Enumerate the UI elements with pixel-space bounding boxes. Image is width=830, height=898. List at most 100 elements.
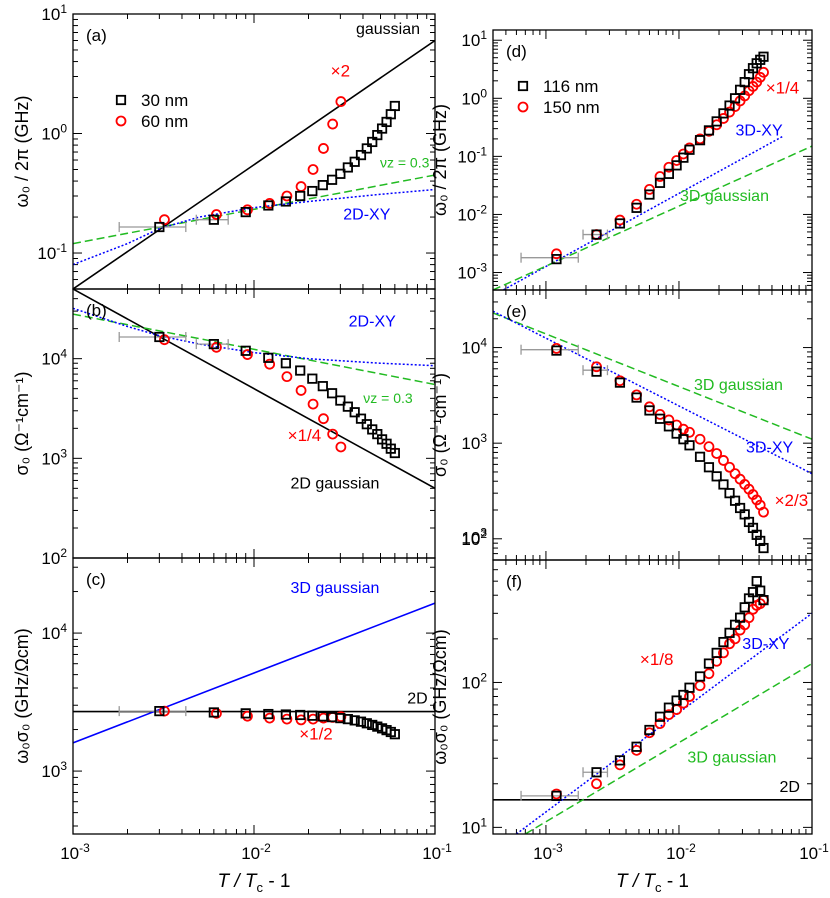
point (694, 680, 706, 692)
point (671, 695, 682, 706)
point (631, 392, 642, 403)
point (694, 451, 706, 462)
ytick-label-e-2: 102 (461, 527, 487, 549)
point (264, 198, 276, 209)
point (335, 713, 346, 724)
panel-label-c: (c) (86, 570, 106, 589)
ytick-label-d-4: 10-3 (457, 261, 487, 283)
frame-f (492, 559, 813, 835)
point (240, 708, 251, 719)
panel-label-a: (a) (86, 26, 107, 45)
annotation-b-0: 2D-XY (349, 314, 396, 331)
error-bars-c (118, 706, 187, 717)
point (280, 709, 291, 720)
ytick-label-d-0: 101 (461, 28, 487, 50)
ticks-a (72, 13, 436, 290)
panel-b: 104 103 102 2D-XY νz = 0.3 ×1/4 2D gaussian (b)… (12, 288, 436, 568)
y-axis-title-e: σ₀ (Ω⁻¹cm⁻¹) (430, 373, 450, 477)
point (355, 149, 367, 161)
point (342, 162, 353, 173)
point (307, 185, 318, 197)
xtick-label-c-2: 10-1 (422, 841, 452, 863)
model-lines-d (493, 135, 812, 290)
point (654, 413, 666, 424)
ytick-label-a-1: 100 (41, 122, 67, 144)
line-a-1 (73, 174, 435, 245)
point (349, 156, 360, 167)
legend-label-1: 60 nm (141, 112, 188, 131)
legend-label-1: 150 nm (543, 98, 600, 117)
point (551, 345, 562, 356)
ytick-label-b-1: 103 (41, 446, 67, 468)
point (739, 602, 750, 613)
point (703, 125, 715, 136)
point (724, 100, 735, 111)
point (644, 189, 655, 200)
point (684, 144, 695, 155)
line-b-2 (73, 307, 435, 367)
point (361, 419, 372, 430)
point (718, 108, 729, 119)
point (240, 206, 251, 218)
point (703, 441, 715, 453)
annotation-d-2: 3D gaussian (680, 188, 769, 205)
ytick-label-c-0: 104 (41, 621, 67, 643)
point (295, 190, 306, 202)
point (631, 741, 642, 752)
point (211, 341, 222, 353)
legend-a: 30 nm 60 nm (115, 91, 188, 131)
point (644, 405, 655, 416)
point (342, 714, 353, 725)
point (317, 381, 328, 392)
annotation-a-2: νz = 0.3 (380, 154, 430, 170)
ticks-d (492, 30, 813, 291)
xtick-label-c-1: 10-2 (241, 841, 271, 863)
point (307, 710, 318, 721)
annotation-b-1: νz = 0.3 (363, 390, 413, 406)
point (335, 168, 346, 179)
point (694, 135, 706, 146)
point (389, 100, 400, 112)
point (154, 331, 165, 343)
y-axis-title-a: ω₀ / 2π (GHz) (12, 96, 32, 208)
point (327, 118, 339, 130)
point (654, 171, 666, 182)
point (718, 647, 729, 659)
point (280, 196, 291, 207)
ytick-label-f-0: 103 (461, 526, 487, 548)
series-a-30-nm (154, 100, 400, 233)
point (724, 488, 735, 499)
point (758, 595, 769, 606)
ytick-label-f-2: 101 (461, 815, 487, 837)
legend-label-0: 116 nm (543, 77, 598, 96)
y-axis-title-d: ω₀ / 2π (GHz) (430, 104, 450, 216)
point (711, 647, 722, 658)
point (654, 718, 666, 730)
point (307, 164, 319, 175)
point (551, 254, 562, 265)
legend-d: 116 nm 150 nm (517, 77, 600, 117)
point (240, 345, 251, 356)
annotation-e-0: 3D gaussian (694, 377, 783, 394)
y-axis-title-f: ω₀σ₀ (GHz/Ωcm) (430, 629, 450, 765)
ytick-label-e-1: 103 (461, 431, 487, 453)
point (758, 506, 769, 518)
ytick-label-c-1: 103 (41, 759, 67, 781)
line-b-1 (73, 313, 435, 386)
ytick-label-b-2: 102 (41, 546, 67, 568)
point (295, 385, 307, 396)
point (654, 711, 666, 722)
frame-c (72, 557, 436, 835)
ytick-label-e-0: 104 (461, 336, 487, 358)
model-lines-e (493, 310, 812, 475)
ytick-label-d-2: 10-1 (457, 144, 487, 166)
point (734, 612, 746, 623)
line-e-0 (493, 312, 812, 440)
line-d-1 (493, 145, 812, 290)
annotation-f-2: 3D gaussian (687, 750, 776, 767)
point (280, 358, 291, 369)
point (342, 401, 353, 412)
point (758, 542, 769, 554)
point (327, 428, 339, 440)
point (242, 204, 253, 216)
